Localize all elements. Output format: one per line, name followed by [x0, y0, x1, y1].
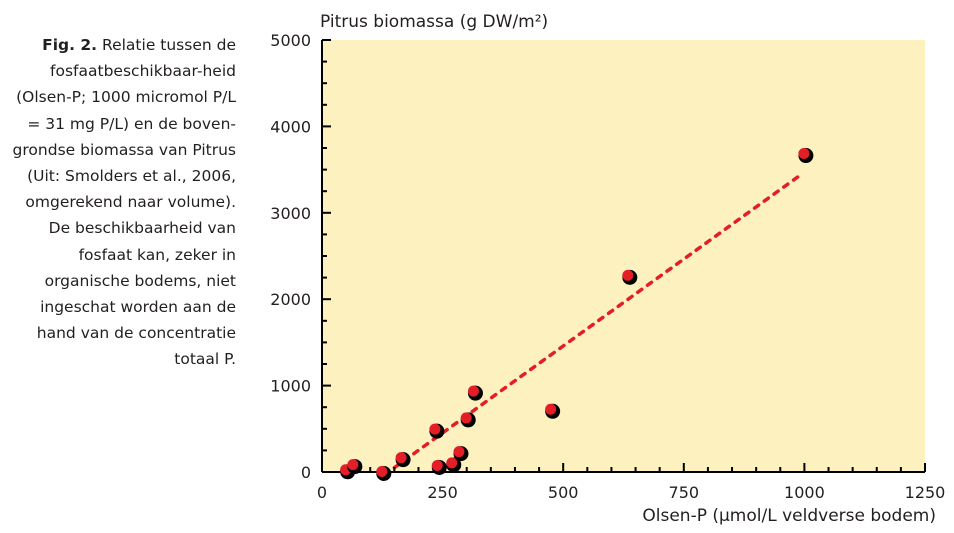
data-point-fill — [798, 148, 810, 160]
data-point-fill — [395, 452, 407, 464]
data-point-fill — [376, 466, 388, 477]
y-tick-label: 2000 — [270, 290, 311, 309]
x-tick-label: 750 — [669, 483, 700, 502]
data-point — [798, 148, 814, 164]
y-tick-label: 3000 — [270, 204, 311, 223]
data-point — [395, 452, 411, 468]
data-point — [453, 446, 469, 462]
x-tick-label: 0 — [317, 483, 327, 502]
data-point-fill — [467, 385, 479, 397]
plot-area — [322, 40, 925, 472]
data-point — [460, 412, 476, 428]
data-point-fill — [545, 403, 557, 415]
y-tick-label: 0 — [301, 463, 311, 482]
data-point-fill — [622, 269, 634, 281]
data-point — [347, 459, 363, 475]
x-tick-label: 250 — [427, 483, 458, 502]
data-point-fill — [347, 459, 359, 471]
x-tick-label: 1000 — [784, 483, 825, 502]
data-point — [376, 466, 392, 481]
data-point — [431, 459, 447, 475]
data-point-fill — [453, 446, 465, 458]
figure-caption: Fig. 2. Relatie tussen de fosfaatbeschik… — [0, 32, 236, 373]
y-axis-title: Pitrus biomassa (g DW/m²) — [320, 12, 548, 32]
data-point — [622, 269, 638, 285]
data-point-fill — [460, 412, 472, 424]
figure-label: Fig. 2. — [42, 36, 98, 54]
data-point-fill — [429, 423, 441, 435]
data-point — [429, 423, 445, 439]
y-tick-label: 5000 — [270, 31, 311, 50]
caption-text: Relatie tussen de fosfaatbeschikbaar-hei… — [12, 36, 236, 369]
data-point — [545, 403, 561, 419]
axis-layer: 0 1000 2000 3000 4000 5000 0 250 500 750 1000 1250 — [270, 31, 945, 502]
data-point-fill — [431, 459, 443, 471]
y-tick-label: 1000 — [270, 377, 311, 396]
data-point — [446, 457, 462, 473]
x-tick-label: 1250 — [905, 483, 946, 502]
data-point — [467, 385, 483, 401]
x-tick-label: 500 — [548, 483, 579, 502]
y-tick-label: 4000 — [270, 117, 311, 136]
data-point-fill — [446, 457, 458, 469]
x-axis-title: Olsen-P (μmol/L veldverse bodem) — [642, 506, 936, 526]
data-points-layer — [340, 148, 814, 481]
